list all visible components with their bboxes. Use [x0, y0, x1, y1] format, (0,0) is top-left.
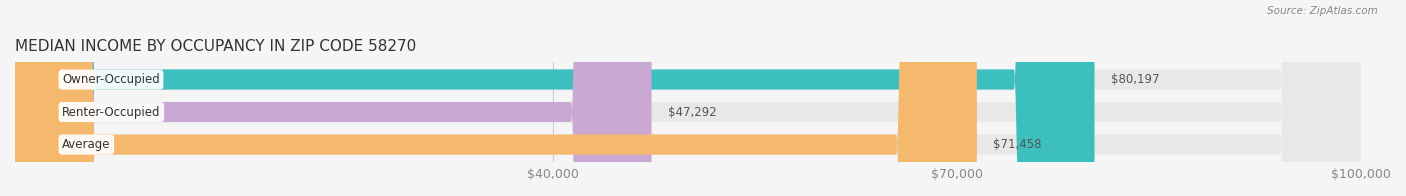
FancyBboxPatch shape — [15, 0, 651, 196]
FancyBboxPatch shape — [15, 0, 1094, 196]
Text: Renter-Occupied: Renter-Occupied — [62, 105, 160, 119]
Text: MEDIAN INCOME BY OCCUPANCY IN ZIP CODE 58270: MEDIAN INCOME BY OCCUPANCY IN ZIP CODE 5… — [15, 39, 416, 54]
Text: $47,292: $47,292 — [668, 105, 717, 119]
Text: $80,197: $80,197 — [1111, 73, 1159, 86]
Text: $71,458: $71,458 — [993, 138, 1042, 151]
FancyBboxPatch shape — [15, 0, 977, 196]
Text: Source: ZipAtlas.com: Source: ZipAtlas.com — [1267, 6, 1378, 16]
FancyBboxPatch shape — [15, 0, 1361, 196]
FancyBboxPatch shape — [15, 0, 1361, 196]
FancyBboxPatch shape — [15, 0, 1361, 196]
Text: Average: Average — [62, 138, 111, 151]
Text: Owner-Occupied: Owner-Occupied — [62, 73, 160, 86]
